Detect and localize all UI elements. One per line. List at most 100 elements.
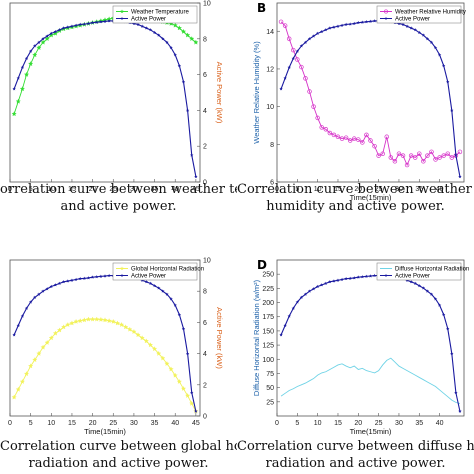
data-point-active-power bbox=[320, 283, 324, 287]
left-y-tick-label: 10 bbox=[266, 104, 274, 111]
data-point-star bbox=[143, 338, 149, 344]
caption-line-2: humidity and active power. bbox=[266, 199, 445, 214]
data-point-star bbox=[57, 327, 63, 333]
left-y-axis-label: Diffuse Horizontal Radiation (w/m²) bbox=[252, 279, 261, 396]
data-point-active-power bbox=[70, 24, 74, 28]
x-tick-label: 40 bbox=[436, 186, 444, 193]
data-point-star bbox=[81, 317, 87, 323]
left-y-tick-label: 6 bbox=[270, 180, 274, 187]
data-point-circle bbox=[323, 126, 329, 132]
data-point-active-power bbox=[421, 33, 426, 37]
data-point-active-power bbox=[348, 276, 352, 280]
data-point-active-power bbox=[90, 20, 95, 25]
legend-box bbox=[376, 262, 462, 281]
data-point-active-power bbox=[16, 323, 20, 327]
data-point-active-power bbox=[340, 23, 344, 27]
data-point-active-power bbox=[148, 28, 153, 32]
data-point-circle bbox=[425, 153, 430, 158]
data-point-active-power bbox=[441, 312, 446, 317]
data-point-active-power bbox=[324, 28, 328, 32]
data-point-active-power bbox=[332, 279, 336, 283]
data-point-star bbox=[15, 98, 21, 104]
data-point-active-power bbox=[169, 297, 173, 301]
left-y-tick-label: 25 bbox=[266, 399, 274, 406]
left-y-tick-label: 14 bbox=[266, 29, 274, 36]
data-point-star bbox=[176, 378, 182, 384]
panel-letter: B bbox=[257, 1, 266, 15]
data-point-active-power bbox=[332, 25, 336, 29]
data-point-active-power bbox=[181, 326, 186, 331]
data-point-active-power bbox=[173, 53, 177, 57]
data-point-active-power bbox=[82, 22, 87, 26]
data-point-active-power bbox=[441, 63, 446, 68]
legend-marker bbox=[120, 9, 124, 14]
data-point-active-power bbox=[446, 79, 450, 84]
data-point-active-power bbox=[173, 303, 177, 307]
data-point-active-power bbox=[95, 20, 99, 24]
data-point-active-power bbox=[348, 22, 352, 26]
left-y-tick-label: 200 bbox=[262, 300, 274, 307]
data-point-active-power bbox=[99, 20, 103, 24]
x-tick-label: 10 bbox=[314, 420, 322, 427]
x-axis-label: Time(15min) bbox=[84, 427, 126, 436]
caption-line-2: radiation and active power. bbox=[265, 456, 446, 471]
data-point-circle bbox=[380, 151, 385, 156]
data-point-active-power bbox=[413, 28, 417, 32]
legend-entry: Diffuse Horizontal Radiation bbox=[395, 267, 469, 273]
x-tick-label: 15 bbox=[68, 186, 76, 193]
data-point-active-power bbox=[417, 30, 421, 34]
data-point-active-power bbox=[45, 287, 49, 291]
x-tick-label: 30 bbox=[130, 186, 138, 193]
data-point-active-power bbox=[37, 292, 41, 296]
data-point-active-power bbox=[352, 276, 356, 280]
data-point-star bbox=[73, 318, 79, 324]
data-point-active-power bbox=[74, 23, 78, 27]
data-point-star bbox=[32, 357, 38, 363]
legend-entry: Active Power bbox=[395, 17, 430, 23]
data-point-active-power bbox=[152, 30, 157, 34]
data-point-active-power bbox=[49, 31, 54, 35]
data-point-active-power bbox=[303, 292, 308, 296]
data-point-circle bbox=[412, 155, 418, 160]
x-tick-label: 40 bbox=[436, 420, 444, 427]
data-point-star bbox=[172, 22, 178, 28]
data-point-active-power bbox=[156, 286, 161, 290]
data-point-star bbox=[61, 324, 67, 330]
data-point-active-power bbox=[12, 87, 16, 91]
data-point-active-power bbox=[409, 280, 413, 284]
plot-area bbox=[276, 2, 465, 183]
right-y-tick-label: 6 bbox=[203, 320, 207, 327]
data-point-star bbox=[185, 32, 191, 38]
x-tick-label: 10 bbox=[314, 186, 322, 193]
data-point-active-power bbox=[324, 281, 328, 285]
data-point-star bbox=[180, 28, 187, 34]
left-y-axis-label: Weather Relative Humidity (%) bbox=[252, 41, 261, 144]
data-point-active-power bbox=[344, 22, 348, 26]
data-point-active-power bbox=[401, 22, 405, 26]
data-point-active-power bbox=[78, 276, 82, 281]
x-tick-label: 0 bbox=[8, 186, 12, 193]
data-point-circle bbox=[360, 140, 365, 145]
x-tick-label: 45 bbox=[192, 186, 200, 193]
x-tick-label: 20 bbox=[354, 186, 362, 193]
caption-line-1: Correlation curve between weather relati bbox=[237, 182, 474, 197]
data-point-circle bbox=[433, 157, 438, 162]
data-point-active-power bbox=[177, 63, 182, 68]
data-point-circle bbox=[311, 104, 316, 109]
data-point-active-power bbox=[33, 295, 37, 299]
data-point-star bbox=[110, 318, 116, 324]
data-point-star bbox=[106, 318, 112, 324]
data-point-circle bbox=[449, 155, 455, 160]
data-point-active-power bbox=[185, 108, 190, 112]
left-y-tick-label: 250 bbox=[262, 272, 274, 279]
data-point-circle bbox=[282, 23, 288, 28]
data-point-active-power bbox=[433, 297, 438, 301]
legend-box bbox=[376, 5, 462, 24]
data-point-active-power bbox=[24, 56, 29, 60]
data-point-circle bbox=[364, 132, 369, 138]
data-point-active-power bbox=[315, 284, 320, 288]
data-point-active-power bbox=[57, 28, 62, 32]
data-point-star bbox=[94, 316, 100, 322]
